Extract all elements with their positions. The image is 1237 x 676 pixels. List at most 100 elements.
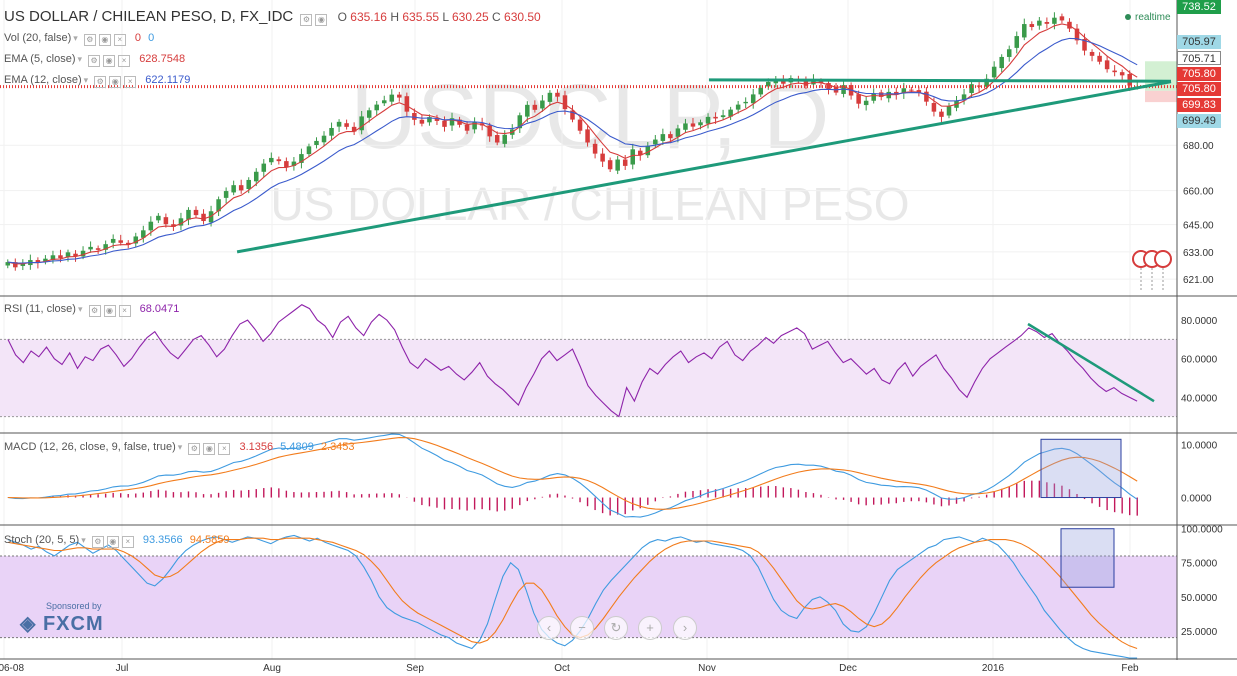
price-pane[interactable] — [5, 12, 1177, 271]
candle-body — [80, 250, 86, 257]
candle-body — [675, 128, 681, 137]
ohlc-high-key: H — [390, 10, 399, 24]
zoom-out-button[interactable]: − — [570, 616, 594, 640]
candle-body — [88, 246, 93, 250]
candle-body — [630, 149, 635, 165]
eye-icon[interactable]: ◉ — [103, 305, 116, 317]
price-tag-resistance: 705.97 — [1177, 35, 1221, 49]
signal-line — [7, 437, 1138, 510]
ohlc-close-key: C — [492, 10, 501, 24]
macd-highlight-box — [1040, 438, 1122, 499]
candle-body — [924, 91, 929, 102]
chevron-down-icon[interactable]: ▾ — [81, 535, 86, 545]
candle-body — [916, 90, 922, 94]
candle-body — [750, 94, 756, 104]
eye-icon[interactable]: ◉ — [98, 34, 111, 46]
settings-icon[interactable]: ⚙ — [188, 443, 201, 455]
settings-icon[interactable]: ⚙ — [94, 76, 107, 88]
eye-icon[interactable]: ◉ — [103, 55, 116, 67]
y-tick-label: 25.0000 — [1181, 627, 1218, 638]
candle-body — [1029, 24, 1035, 28]
candle-body — [253, 171, 259, 182]
close-icon[interactable]: × — [113, 34, 126, 46]
chevron-down-icon[interactable]: ▾ — [83, 75, 89, 85]
zoom-in-button[interactable]: + — [638, 616, 662, 640]
candle-body — [148, 221, 154, 231]
candle-body — [193, 209, 199, 216]
candle-body — [419, 119, 425, 124]
candle-body — [939, 111, 944, 117]
candle-body — [314, 140, 319, 146]
candle-body — [645, 145, 651, 156]
candle-body — [1097, 55, 1102, 62]
scroll-right-button[interactable]: › — [673, 616, 697, 640]
settings-icon[interactable]: ⚙ — [88, 305, 101, 317]
rsi-indicator-label[interactable]: RSI (11, close) ▾ ⚙ ◉ × 68.0471 — [4, 303, 179, 317]
y-tick-label: 50.0000 — [1181, 593, 1218, 604]
candle-body — [547, 92, 553, 102]
reset-button[interactable]: ↻ — [604, 616, 628, 640]
candle-body — [110, 238, 116, 243]
candle-body — [65, 252, 71, 257]
candle-body — [397, 94, 402, 98]
ohlc-close-value: 630.50 — [504, 10, 541, 24]
chevron-down-icon[interactable]: ▾ — [77, 304, 83, 314]
candle-body — [201, 213, 206, 222]
chevron-down-icon[interactable]: ▾ — [177, 442, 183, 452]
macd-indicator-label[interactable]: MACD (12, 26, close, 9, false, true) ▾ ⚙ ◉… — [4, 441, 355, 455]
fxcm-brand-text: FXCM — [42, 613, 104, 635]
stoch-value-2: 94.5859 — [189, 534, 230, 546]
candle-body — [329, 127, 334, 136]
scroll-left-button[interactable]: ‹ — [537, 616, 561, 640]
candle-body — [156, 215, 161, 221]
candle-body — [540, 100, 545, 109]
eye-icon[interactable]: ◉ — [106, 536, 119, 548]
settings-icon[interactable]: ⚙ — [83, 34, 96, 46]
macd-line — [7, 433, 1138, 518]
close-icon[interactable]: × — [118, 55, 131, 67]
settings-icon[interactable]: ⚙ — [300, 14, 313, 26]
eye-icon[interactable]: ◉ — [203, 443, 216, 455]
candle-body — [976, 85, 982, 87]
candle-body — [216, 199, 221, 212]
forecast-box-down — [1145, 90, 1177, 103]
stoch-value-1: 93.3566 — [142, 534, 183, 546]
candle-body — [412, 113, 417, 120]
settings-icon[interactable]: ⚙ — [88, 55, 101, 67]
candle-body — [931, 103, 937, 112]
rsi-value: 68.0471 — [139, 303, 180, 315]
candle-body — [20, 263, 26, 266]
x-tick-label: Aug — [263, 663, 281, 674]
candle-body — [946, 106, 952, 116]
chevron-down-icon[interactable]: ▾ — [77, 54, 83, 64]
close-icon[interactable]: × — [124, 76, 137, 88]
close-icon[interactable]: × — [121, 536, 134, 548]
candle-body — [668, 134, 673, 139]
sponsor-logo[interactable]: Sponsored by ◈ FXCM — [20, 601, 104, 636]
ohlc-low-value: 630.25 — [451, 10, 489, 24]
candle-body — [705, 116, 711, 124]
candle-body — [758, 87, 764, 95]
macd-value-2: 5.4809 — [280, 441, 314, 453]
rsi-label: RSI (11, close) — [4, 303, 76, 315]
rsi-line — [7, 304, 1138, 418]
candle-body — [389, 94, 395, 102]
candle-body — [1014, 36, 1020, 48]
settings-icon[interactable]: ⚙ — [91, 536, 104, 548]
eye-icon[interactable]: ◉ — [315, 14, 328, 26]
chevron-down-icon[interactable]: ▾ — [73, 33, 78, 43]
ema12-indicator-label[interactable]: EMA (12, close) ▾ ⚙ ◉ × 622.1179 — [4, 74, 190, 88]
eye-icon[interactable]: ◉ — [109, 76, 122, 88]
candle-body — [472, 121, 477, 130]
symbol-title[interactable]: US DOLLAR / CHILEAN PESO, D, FX_IDC ⚙ ◉ O… — [4, 8, 541, 26]
vol-indicator-label[interactable]: Vol (20, false) ▾ ⚙ ◉ × 0 0 — [4, 32, 154, 46]
ema5-indicator-label[interactable]: EMA (5, close) ▾ ⚙ ◉ × 628.7548 — [4, 53, 185, 67]
stoch-indicator-label[interactable]: Stoch (20, 5, 5) ▾ ⚙ ◉ × 93.3566 94.5859 — [4, 534, 229, 548]
close-icon[interactable]: × — [218, 443, 231, 455]
macd-pane[interactable] — [7, 433, 1138, 518]
stoch-label: Stoch (20, 5, 5) — [4, 534, 80, 546]
candle-body — [773, 80, 779, 84]
close-icon[interactable]: × — [118, 305, 131, 317]
candle-body — [660, 134, 666, 141]
rsi-pane[interactable] — [7, 304, 1138, 418]
